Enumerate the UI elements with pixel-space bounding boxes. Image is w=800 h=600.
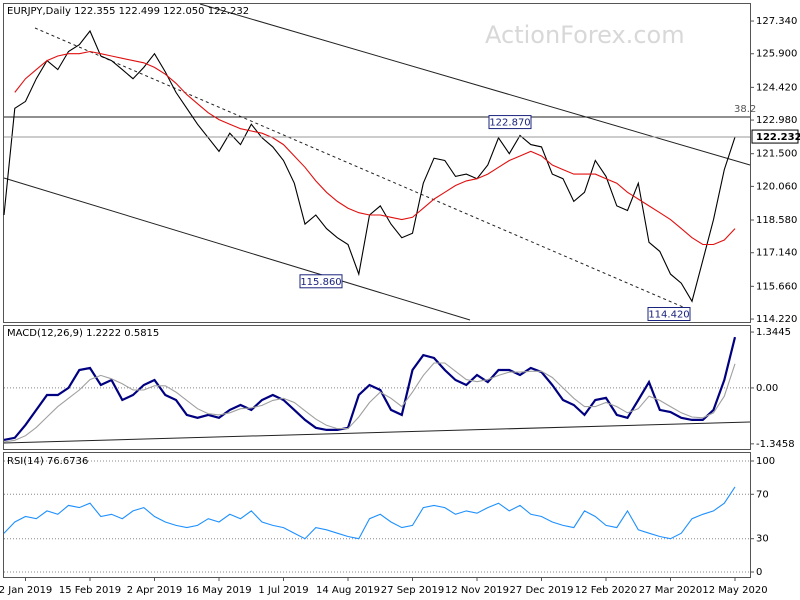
y-tick-label: 122.980 <box>756 115 797 126</box>
y-tick-label: 125.900 <box>756 49 797 60</box>
x-tick-label: 1 Jul 2019 <box>258 585 308 596</box>
macd-trendline <box>3 421 751 444</box>
y-tick-label: 115.660 <box>756 281 797 292</box>
rsi-panel <box>3 452 751 578</box>
series-line <box>3 336 737 441</box>
series-line <box>14 50 736 246</box>
y-tick-label: 127.340 <box>756 16 797 27</box>
price-annotation: 122.870 <box>488 115 532 130</box>
rsi-title: RSI(14) 76.6736 <box>7 456 88 467</box>
y-tick-label: 0.00 <box>756 383 778 394</box>
y-tick-label: 121.500 <box>756 149 797 160</box>
price-annotation: 115.860 <box>299 274 343 289</box>
x-tick-label: 16 May 2019 <box>186 585 251 596</box>
macd-title: MACD(12,26,9) 1.2222 0.5815 <box>7 328 159 339</box>
x-tick-label: 2 Jan 2019 <box>0 585 52 596</box>
channel-lines <box>3 3 751 444</box>
last-price-label: 122.232 <box>756 132 800 143</box>
x-tick-label: 15 Feb 2019 <box>59 585 121 596</box>
annotation-box <box>299 274 343 289</box>
fib-label: 38.2 <box>734 104 756 115</box>
channel-upper <box>199 3 751 166</box>
y-tick-label: 70 <box>756 489 769 500</box>
series-line <box>3 486 736 540</box>
annotation-box <box>488 115 532 130</box>
x-tick-label: 12 Feb 2020 <box>575 585 637 596</box>
x-tick-label: 14 Aug 2019 <box>316 585 380 596</box>
x-tick-label: 27 Mar 2020 <box>639 585 702 596</box>
chart-title: EURJPY,Daily 122.355 122.499 122.050 122… <box>7 6 249 17</box>
y-tick-label: 1.3445 <box>756 327 791 338</box>
y-tick-label: 120.060 <box>756 181 797 192</box>
y-tick-label: 100 <box>756 456 775 467</box>
annotation-box <box>647 307 691 322</box>
annotation-label: 115.860 <box>300 277 341 288</box>
channel-lower <box>3 177 471 321</box>
y-tick-label: 118.580 <box>756 215 797 226</box>
trend-dashed <box>34 27 691 311</box>
last-price-box <box>751 129 799 144</box>
x-tick-label: 27 Dec 2019 <box>510 585 574 596</box>
watermark: ActionForex.com <box>485 21 685 49</box>
annotation-label: 114.420 <box>648 310 689 321</box>
x-tick-label: 27 Sep 2019 <box>381 585 444 596</box>
y-tick-label: 117.140 <box>756 248 797 259</box>
x-tick-label: 12 May 2020 <box>702 585 767 596</box>
y-tick-label: 114.220 <box>756 314 797 325</box>
y-tick-label: 30 <box>756 534 769 545</box>
y-tick-label: -1.3458 <box>756 439 795 450</box>
series-line <box>3 362 736 443</box>
x-tick-label: 2 Apr 2019 <box>127 585 182 596</box>
y-tick-label: 0 <box>756 567 762 578</box>
price-annotation: 114.420 <box>647 307 691 322</box>
price-panel <box>3 3 751 323</box>
annotation-label: 122.870 <box>489 118 530 129</box>
x-tick-label: 12 Nov 2019 <box>445 585 509 596</box>
y-tick-label: 124.420 <box>756 82 797 93</box>
